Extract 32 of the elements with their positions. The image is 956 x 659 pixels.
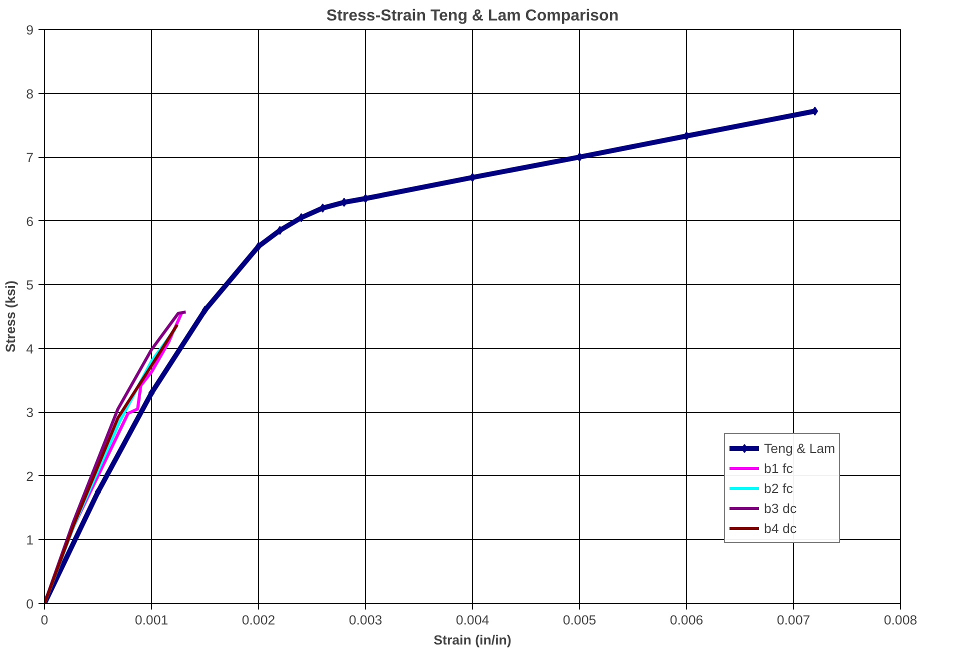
legend-label: b4 dc bbox=[764, 520, 797, 536]
chart-title: Stress-Strain Teng & Lam Comparison bbox=[326, 8, 619, 24]
y-axis-title: Stress (ksi) bbox=[3, 280, 18, 352]
y-tick-label: 8 bbox=[26, 86, 34, 102]
y-tick-label: 5 bbox=[26, 278, 34, 293]
x-tick-label: 0.008 bbox=[884, 612, 918, 628]
legend-label: b3 dc bbox=[764, 500, 797, 516]
y-tick-label: 0 bbox=[26, 596, 34, 612]
x-tick-label: 0.001 bbox=[134, 612, 168, 628]
legend-label: Teng & Lam bbox=[764, 440, 836, 456]
x-tick-label: 0.003 bbox=[348, 612, 382, 628]
y-tick-label: 9 bbox=[26, 22, 34, 38]
x-tick-label: 0.005 bbox=[562, 612, 596, 628]
y-tick-label: 4 bbox=[26, 341, 34, 356]
x-axis-title: Strain (in/in) bbox=[434, 632, 512, 648]
point bbox=[148, 388, 155, 398]
x-tick-label: 0.007 bbox=[776, 612, 810, 628]
point bbox=[94, 487, 102, 496]
legend-label: b1 fc bbox=[764, 460, 793, 476]
y-tick-label: 3 bbox=[26, 405, 34, 420]
y-tick-label: 6 bbox=[26, 214, 34, 229]
x-tick-label: 0.004 bbox=[456, 612, 490, 628]
y-tick-label: 2 bbox=[26, 468, 34, 484]
legend-label: b2 fc bbox=[764, 480, 793, 496]
x-tick-label: 0.002 bbox=[242, 612, 276, 628]
y-tick-label: 1 bbox=[26, 532, 34, 548]
x-tick-label: 0.006 bbox=[670, 612, 704, 628]
y-tick-label: 7 bbox=[26, 150, 34, 166]
point bbox=[276, 226, 284, 235]
x-tick-label: 0 bbox=[40, 612, 48, 628]
point bbox=[255, 242, 262, 251]
point bbox=[202, 306, 208, 315]
